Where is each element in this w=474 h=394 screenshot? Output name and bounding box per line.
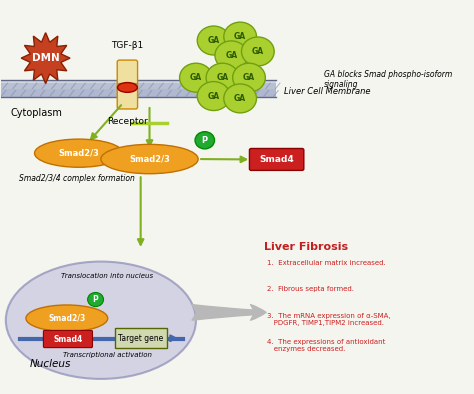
Ellipse shape <box>6 262 196 379</box>
Text: Transcriptional activation: Transcriptional activation <box>63 351 152 358</box>
Text: GA: GA <box>190 73 202 82</box>
Text: GA: GA <box>234 32 246 41</box>
Text: 3.  The mRNA expression of α-SMA,
   PDGFR, TIMP1,TIPM2 increased.: 3. The mRNA expression of α-SMA, PDGFR, … <box>267 313 390 326</box>
Text: Translocation into nucleus: Translocation into nucleus <box>62 273 154 279</box>
FancyBboxPatch shape <box>117 60 137 85</box>
FancyBboxPatch shape <box>1 89 275 97</box>
Ellipse shape <box>26 305 108 332</box>
Circle shape <box>197 26 230 55</box>
Text: Smad2/3/4 complex formation: Smad2/3/4 complex formation <box>19 174 135 183</box>
Circle shape <box>206 63 239 92</box>
Text: Target gene: Target gene <box>118 334 164 343</box>
Circle shape <box>241 37 274 66</box>
Text: GA: GA <box>243 73 255 82</box>
Text: GA: GA <box>225 51 237 60</box>
Text: Liver Cell Membrane: Liver Cell Membrane <box>284 87 371 96</box>
Text: TGF-β1: TGF-β1 <box>111 41 144 50</box>
Circle shape <box>224 84 256 113</box>
Circle shape <box>197 82 230 111</box>
Text: Nucleus: Nucleus <box>30 359 72 369</box>
Text: Smad4: Smad4 <box>259 155 294 164</box>
FancyBboxPatch shape <box>44 331 92 348</box>
Text: Smad2/3: Smad2/3 <box>58 149 99 158</box>
Text: P: P <box>93 295 99 304</box>
Text: Cytoplasm: Cytoplasm <box>10 108 62 118</box>
Circle shape <box>180 63 212 92</box>
FancyBboxPatch shape <box>124 76 131 95</box>
Circle shape <box>224 22 256 51</box>
Text: Receptor: Receptor <box>107 117 148 126</box>
Text: DMN: DMN <box>32 53 59 63</box>
Text: 2.  Fibrous septa formed.: 2. Fibrous septa formed. <box>267 286 354 292</box>
Text: GA: GA <box>208 36 219 45</box>
Text: Smad4: Smad4 <box>53 335 82 344</box>
Polygon shape <box>21 33 70 84</box>
Text: P: P <box>202 136 208 145</box>
Text: 1.  Extracellular matrix increased.: 1. Extracellular matrix increased. <box>267 260 385 266</box>
FancyBboxPatch shape <box>249 149 304 170</box>
Ellipse shape <box>118 83 137 92</box>
Circle shape <box>195 132 215 149</box>
Text: 4.  The expressions of antioxidant
   enzymes decreased.: 4. The expressions of antioxidant enzyme… <box>267 339 385 352</box>
Circle shape <box>88 292 103 307</box>
Text: Smad2/3: Smad2/3 <box>129 154 170 164</box>
Text: GA: GA <box>208 91 219 100</box>
Ellipse shape <box>101 144 198 174</box>
Text: GA: GA <box>234 94 246 103</box>
FancyBboxPatch shape <box>115 328 167 348</box>
Circle shape <box>215 41 248 70</box>
Text: GA: GA <box>217 73 228 82</box>
Text: GA blocks Smad phospho-isoform
signaling: GA blocks Smad phospho-isoform signaling <box>324 70 452 89</box>
FancyBboxPatch shape <box>1 84 275 91</box>
Ellipse shape <box>35 139 123 167</box>
Circle shape <box>233 63 265 92</box>
FancyBboxPatch shape <box>1 82 275 89</box>
Text: Smad2/3: Smad2/3 <box>48 314 85 323</box>
Text: GA: GA <box>252 47 264 56</box>
FancyBboxPatch shape <box>117 84 137 109</box>
Text: Liver Fibrosis: Liver Fibrosis <box>264 242 348 252</box>
